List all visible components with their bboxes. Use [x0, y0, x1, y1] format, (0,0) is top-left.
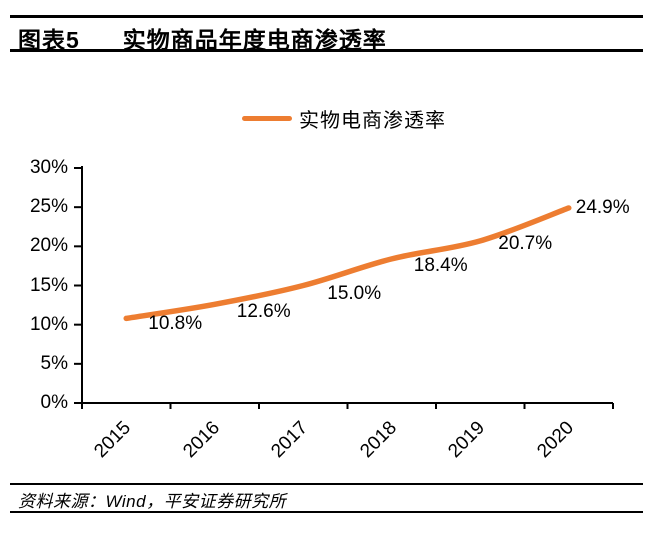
data-point-label: 20.7%	[498, 232, 553, 254]
y-tick-label: 25%	[29, 196, 68, 218]
data-point-label: 15.0%	[327, 282, 382, 304]
y-tick-label: 15%	[29, 274, 68, 296]
y-tick-label: 10%	[29, 313, 68, 335]
legend-series-label: 实物电商渗透率	[299, 110, 446, 132]
figure-header: 图表5 实物商品年度电商渗透率	[18, 21, 387, 55]
y-tick-label: 0%	[40, 392, 68, 413]
chart-title: 实物商品年度电商渗透率	[122, 27, 387, 53]
data-point-label: 24.9%	[575, 196, 630, 218]
chart-legend: 实物电商渗透率	[9, 104, 670, 133]
header-top-rule	[10, 15, 643, 18]
y-tick-label: 30%	[29, 157, 68, 178]
y-tick-label: 5%	[40, 352, 68, 374]
footer-top-rule	[10, 483, 643, 485]
legend-line-swatch	[242, 116, 292, 121]
footer-bottom-rule	[10, 511, 643, 513]
series-line	[123, 205, 572, 322]
data-point-label: 12.6%	[236, 301, 291, 323]
header-bottom-rule	[10, 49, 643, 52]
data-point-label: 18.4%	[413, 254, 468, 276]
data-point-label: 10.8%	[148, 313, 203, 335]
figure-number-label: 图表5	[18, 27, 80, 53]
source-note: 资料来源：Wind，平安证券研究所	[18, 492, 287, 511]
y-tick-label: 20%	[29, 235, 68, 257]
